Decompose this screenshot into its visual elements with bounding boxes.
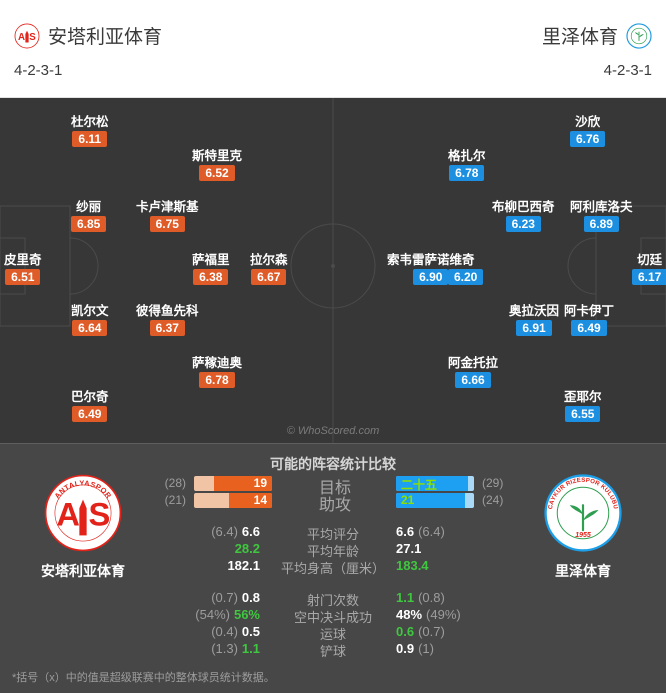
svg-text:A: A	[18, 31, 25, 42]
svg-text:S: S	[29, 31, 36, 42]
